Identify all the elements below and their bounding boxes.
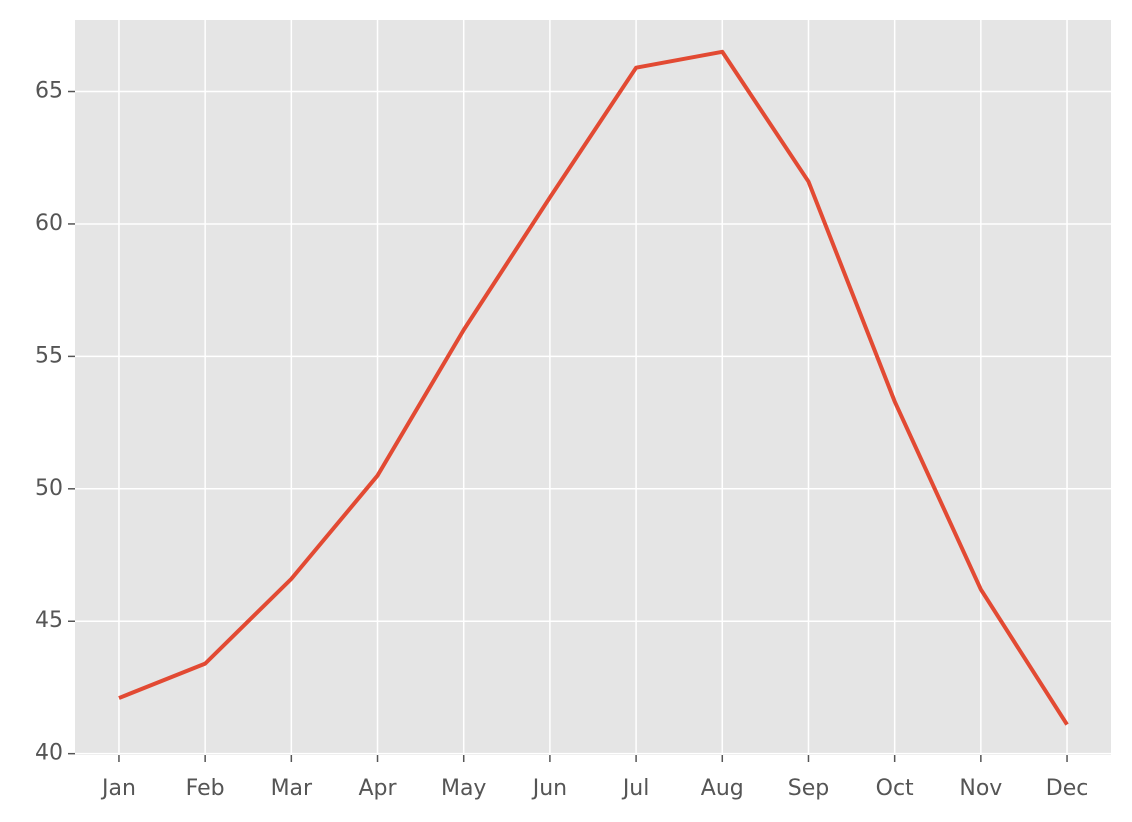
x-tick-label: Oct — [876, 776, 914, 801]
x-tick-label: Nov — [959, 776, 1002, 801]
x-tick-label: Sep — [788, 776, 829, 801]
line — [118, 49, 1069, 726]
y-tick-label: 65 — [35, 79, 63, 104]
x-tick-label: Dec — [1046, 776, 1089, 801]
x-tick-label: Mar — [271, 776, 313, 801]
y-tick-label: 50 — [35, 476, 63, 501]
x-tick-label: Apr — [358, 776, 397, 801]
x-tick-label: Feb — [186, 776, 225, 801]
x-tick-label: Jul — [621, 776, 650, 801]
plot-area — [75, 20, 1111, 755]
x-tick-label: Aug — [701, 776, 744, 801]
y-tick-label: 40 — [35, 741, 63, 766]
x-tick-label: Jan — [100, 776, 136, 801]
y-tick-label: 55 — [35, 343, 63, 368]
x-tick-label: May — [441, 776, 486, 801]
x-tick-label: Jun — [531, 776, 567, 801]
y-tick-label: 60 — [35, 211, 63, 236]
y-tick-label: 45 — [35, 608, 63, 633]
